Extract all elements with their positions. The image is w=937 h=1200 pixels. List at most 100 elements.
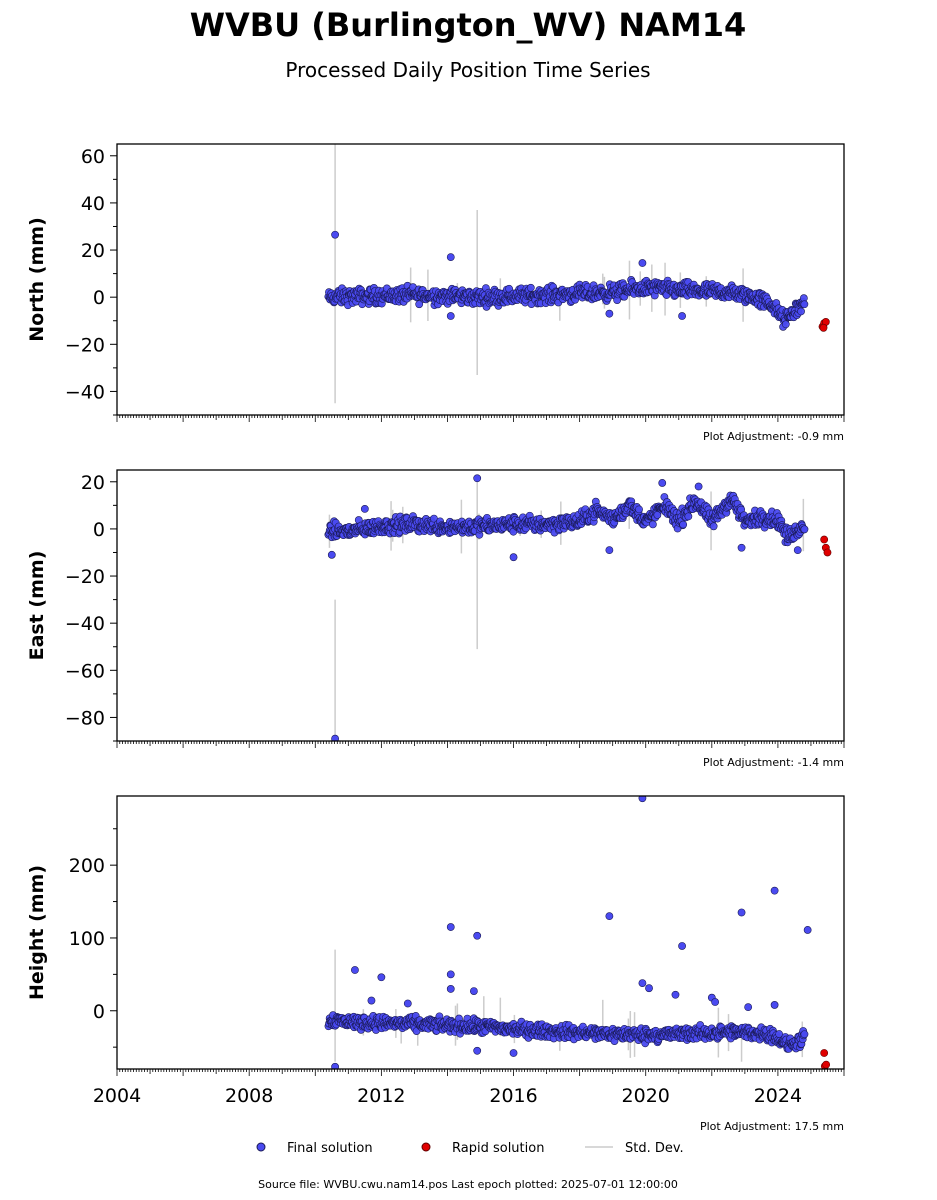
final-solution-outlier (509, 553, 518, 562)
plot-area (324, 144, 830, 404)
y-tick-label: 100 (69, 928, 105, 950)
final-solution-outlier (351, 966, 359, 974)
final-solution-outlier (327, 550, 336, 559)
y-tick-label: −20 (65, 566, 105, 588)
y-axis-label: Height (mm) (26, 865, 48, 1000)
final-solution-outlier (473, 474, 482, 483)
y-tick-label: 200 (69, 855, 105, 877)
rapid-solution-point (823, 548, 832, 557)
final-solution-outlier (694, 482, 703, 491)
final-solution-outlier (403, 999, 412, 1008)
panel-1: −40 −20 0 20 40 60 North (mm) Plot Adjustment: … (26, 143, 845, 443)
y-tick-label: 40 (81, 193, 105, 215)
final-solution-outlier (377, 973, 386, 982)
x-tick-label: 2004 (93, 1085, 141, 1107)
plot-adjustment-note: Plot Adjustment: -1.4 mm (703, 756, 844, 769)
final-solution-outlier (509, 1049, 518, 1057)
final-solution-outlier (645, 984, 653, 993)
y-tick-label: −40 (65, 613, 105, 635)
legend-final-label: Final solution (287, 1141, 373, 1156)
legend-stddev-label: Std. Dev. (625, 1141, 684, 1156)
final-solution-point (800, 1030, 809, 1039)
panel-frame (116, 143, 845, 416)
final-solution-point (709, 522, 718, 531)
y-tick-label: 0 (93, 519, 105, 541)
y-axis-label: North (mm) (26, 217, 48, 342)
y-tick-label: 0 (93, 287, 105, 309)
plot-area (324, 796, 831, 1069)
final-solution-point (800, 525, 809, 534)
rapid-solution-point (820, 1049, 829, 1057)
figure-title: WVBU (Burlington_WV) NAM14 (190, 6, 747, 44)
final-solution-outlier (446, 253, 455, 262)
final-solution-outlier (469, 987, 478, 996)
x-tick-label: 2020 (622, 1085, 670, 1107)
final-solution-outlier (737, 908, 746, 917)
final-solution-outlier (770, 886, 779, 895)
rapid-solution-point (822, 1060, 831, 1069)
y-tick-label: 20 (81, 240, 105, 262)
final-solution-point (679, 520, 688, 529)
final-solution-outlier (770, 1001, 779, 1009)
y-tick-label: 60 (81, 146, 105, 168)
source-file-note: Source file: WVBU.cwu.nam14.pos Last epo… (258, 1178, 678, 1191)
final-solution-outlier (446, 970, 455, 979)
y-tick-label: −40 (65, 381, 105, 403)
final-solution-outlier (678, 312, 686, 320)
final-solution-point (635, 505, 643, 514)
legend-final-marker (256, 1142, 266, 1152)
final-solution-outlier (638, 796, 647, 803)
panel-2: −80 −60 −40 −20 0 20 East (mm) Plot Adjustment:… (26, 469, 845, 769)
final-solution-outlier (473, 1046, 482, 1055)
final-solution-outlier (638, 979, 647, 987)
final-solution-outlier (446, 923, 455, 931)
final-solution-outlier (605, 546, 614, 555)
final-solution-point (781, 320, 790, 329)
x-tick-label: 2008 (225, 1085, 273, 1107)
final-solution-outlier (737, 543, 746, 552)
final-solution-outlier (744, 1003, 753, 1012)
final-solution-outlier (360, 504, 369, 513)
plot-adjustment-note: Plot Adjustment: -0.9 mm (703, 430, 844, 443)
y-tick-label: −20 (65, 334, 105, 356)
final-solution-outlier (367, 996, 376, 1005)
final-solution-point (684, 512, 693, 521)
x-tick-label: 2012 (357, 1085, 405, 1107)
final-solution-outlier (678, 942, 686, 950)
final-solution-outlier (446, 312, 455, 320)
y-axis-label: East (mm) (26, 551, 48, 661)
final-solution-outlier (331, 734, 339, 741)
final-solution-point (526, 283, 535, 292)
final-solution-outlier (803, 926, 812, 934)
plot-area (324, 474, 832, 741)
legend-rapid-label: Rapid solution (452, 1141, 544, 1156)
plot-adjustment-note: Plot Adjustment: 17.5 mm (700, 1120, 844, 1133)
final-solution-outlier (446, 985, 455, 993)
rapid-solution-point (820, 535, 829, 544)
y-tick-label: 0 (93, 1001, 105, 1023)
final-solution-outlier (331, 1062, 339, 1069)
final-solution-outlier (671, 990, 680, 999)
rapid-solution-point (819, 323, 828, 332)
final-solution-outlier (605, 912, 614, 921)
final-solution-point (415, 300, 424, 309)
final-solution-outlier (331, 230, 339, 239)
final-solution-outlier (658, 479, 667, 487)
final-solution-point (797, 307, 805, 316)
final-solution-point (648, 520, 657, 529)
legend-rapid-marker (421, 1142, 431, 1152)
figure-subtitle: Processed Daily Position Time Series (285, 58, 650, 82)
final-solution-outlier (605, 309, 614, 318)
x-tick-label: 2024 (754, 1085, 802, 1107)
y-tick-label: 20 (81, 472, 105, 494)
final-solution-outlier (473, 931, 482, 940)
y-tick-label: −60 (65, 660, 105, 682)
legend: Final solution Rapid solution Std. Dev. (256, 1141, 684, 1156)
final-solution-outlier (638, 259, 647, 267)
y-tick-label: −80 (65, 707, 105, 729)
final-solution-outlier (793, 546, 802, 555)
x-tick-label: 2016 (489, 1085, 537, 1107)
panel-3: 0 100 200 Height (mm) 2004 2008 2012 2016 2020 20… (26, 795, 845, 1133)
panels-group: −40 −20 0 20 40 60 North (mm) Plot Adjustment: … (26, 143, 845, 1133)
